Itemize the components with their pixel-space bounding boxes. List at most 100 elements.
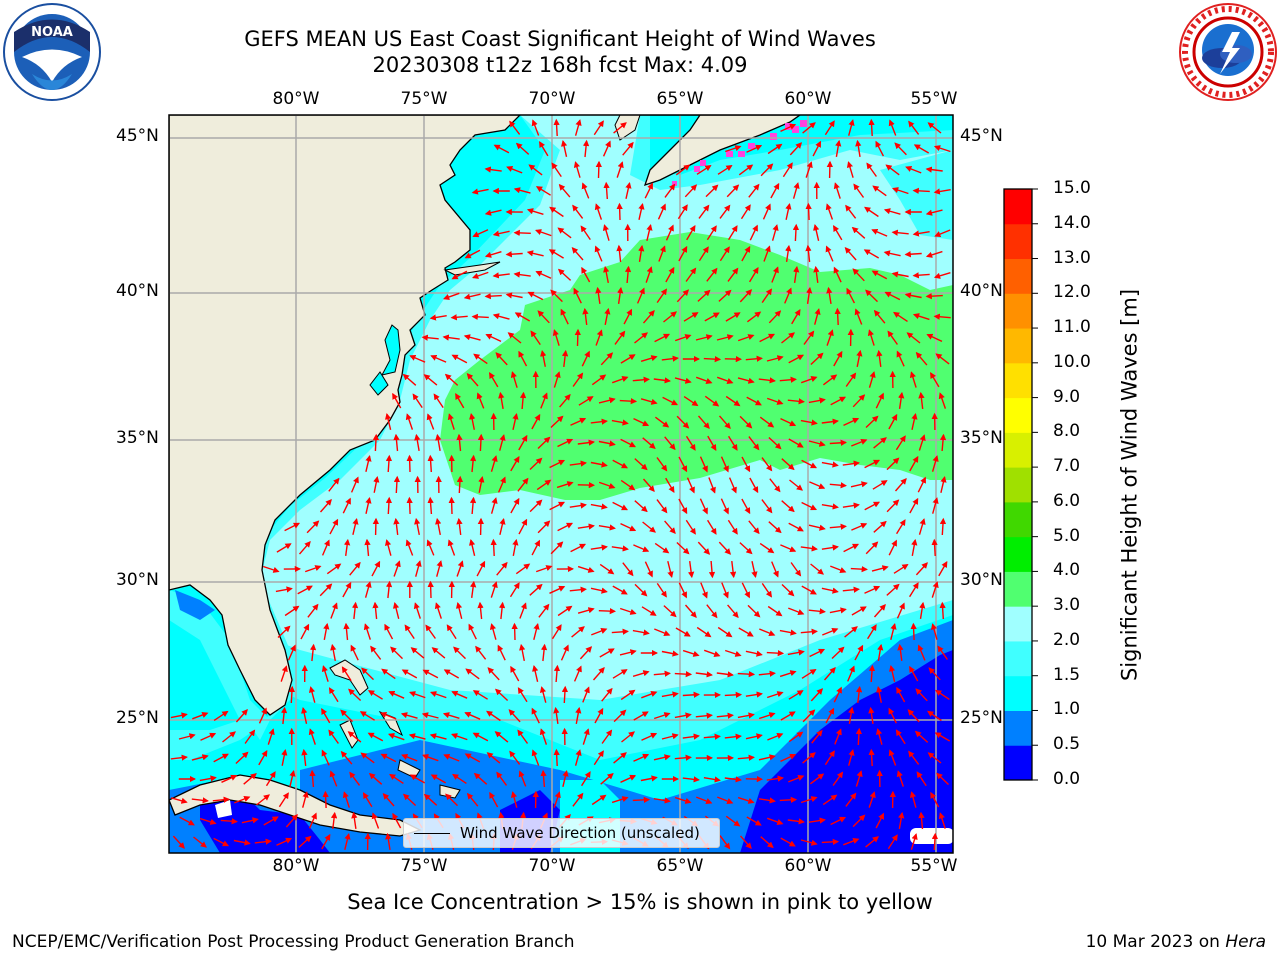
wave-direction-arrow [931,455,939,472]
wave-direction-arrow [822,627,839,636]
colorbar-tick-label: 5.0 [1053,525,1081,546]
wave-direction-arrow [844,247,857,261]
wave-direction-arrow [494,688,509,702]
wave-direction-arrow [550,289,563,303]
wave-direction-arrow [591,374,607,386]
wave-direction-arrow [213,837,230,847]
wave-direction-arrow [724,733,742,740]
wave-direction-arrow [505,292,523,299]
wave-direction-arrow [510,791,518,808]
wave-direction-arrow [762,203,771,220]
wave-direction-arrow [581,266,591,283]
wave-direction-arrow [414,517,421,536]
wave-direction-arrow [598,481,616,489]
wave-direction-arrow [653,712,671,720]
wave-direction-arrow [727,604,739,619]
wave-direction-arrow [926,333,943,343]
wave-direction-arrow [749,267,759,283]
wave-direction-arrow [581,771,591,787]
wave-direction-arrow [640,398,658,405]
wave-direction-arrow [634,500,648,513]
wave-direction-arrow [896,350,905,367]
wave-direction-arrow [553,706,560,725]
wave-direction-arrow [170,754,188,761]
wave-direction-arrow [935,689,950,700]
svg-text:NOAA: NOAA [31,25,73,40]
wave-direction-arrow [829,482,847,489]
wave-direction-arrow [720,456,729,473]
wave-direction-arrow [888,749,897,766]
wave-direction-arrow [833,266,842,283]
wave-direction-arrow [288,685,296,704]
wave-direction-arrow [590,587,608,594]
wave-direction-arrow [784,287,792,304]
wave-direction-arrow [598,524,616,531]
wave-direction-arrow [329,518,339,535]
wave-direction-arrow [851,438,868,447]
wave-direction-arrow [405,413,414,430]
wave-direction-arrow [392,392,402,409]
wave-direction-arrow [517,687,528,703]
wave-direction-arrow [498,601,506,620]
wave-direction-arrow [918,391,925,409]
wave-direction-arrow [402,793,417,807]
wave-direction-arrow [746,144,763,153]
wave-direction-arrow [683,396,699,407]
wave-direction-arrow [641,691,658,699]
wave-direction-arrow [779,376,797,383]
wave-direction-arrow [518,518,528,535]
wave-direction-arrow [285,814,298,828]
wave-direction-arrow [600,352,614,366]
wave-direction-arrow [577,607,595,614]
colorbar-tick-label: 12.0 [1053,282,1091,303]
wave-direction-arrow [348,688,362,702]
wave-direction-arrow [758,797,776,804]
lon-label-bottom: 80°W [272,856,320,876]
wave-direction-arrow [593,750,604,766]
wave-direction-arrow [854,644,864,661]
wave-direction-arrow [831,646,845,660]
wave-direction-arrow [678,498,688,515]
wave-direction-arrow [382,793,395,807]
wave-direction-arrow [708,560,716,579]
wave-direction-arrow [843,543,860,553]
wave-direction-arrow [848,119,855,136]
wave-direction-arrow [916,771,927,787]
wave-direction-arrow [384,412,392,430]
wave-direction-arrow [909,791,917,808]
wave-direction-arrow [494,731,509,743]
wave-direction-arrow [745,355,763,362]
wave-direction-arrow [748,183,760,198]
wave-direction-arrow [492,313,510,320]
wave-direction-arrow [404,624,415,639]
wave-direction-arrow [434,602,442,619]
wave-direction-arrow [703,733,721,740]
colorbar-segment [1004,571,1032,607]
wave-direction-arrow [443,292,460,300]
wave-direction-arrow [682,649,700,657]
wave-direction-arrow [661,355,679,362]
wave-direction-arrow [832,771,844,786]
wave-direction-arrow [421,712,439,719]
wave-direction-arrow [911,412,918,430]
wave-direction-arrow [829,439,847,446]
wave-direction-arrow [371,812,380,829]
wave-direction-arrow [745,691,763,698]
wave-direction-arrow [308,728,316,745]
wave-direction-arrow [561,349,569,367]
wave-direction-arrow [319,583,333,597]
wave-direction-arrow [472,271,489,279]
wave-direction-arrow [308,686,316,703]
wave-direction-arrow [771,224,779,241]
wave-direction-arrow [471,313,489,320]
wave-direction-arrow [683,312,699,322]
wave-direction-arrow [938,812,946,829]
wave-direction-arrow [595,286,602,305]
wave-direction-arrow [594,245,603,262]
wave-direction-arrow [884,291,901,301]
colorbar-segment [1004,362,1032,399]
wave-direction-arrow [484,293,502,300]
wave-direction-arrow [344,832,351,850]
wave-direction-arrow [868,706,875,725]
lon-label-top: 70°W [528,89,576,109]
